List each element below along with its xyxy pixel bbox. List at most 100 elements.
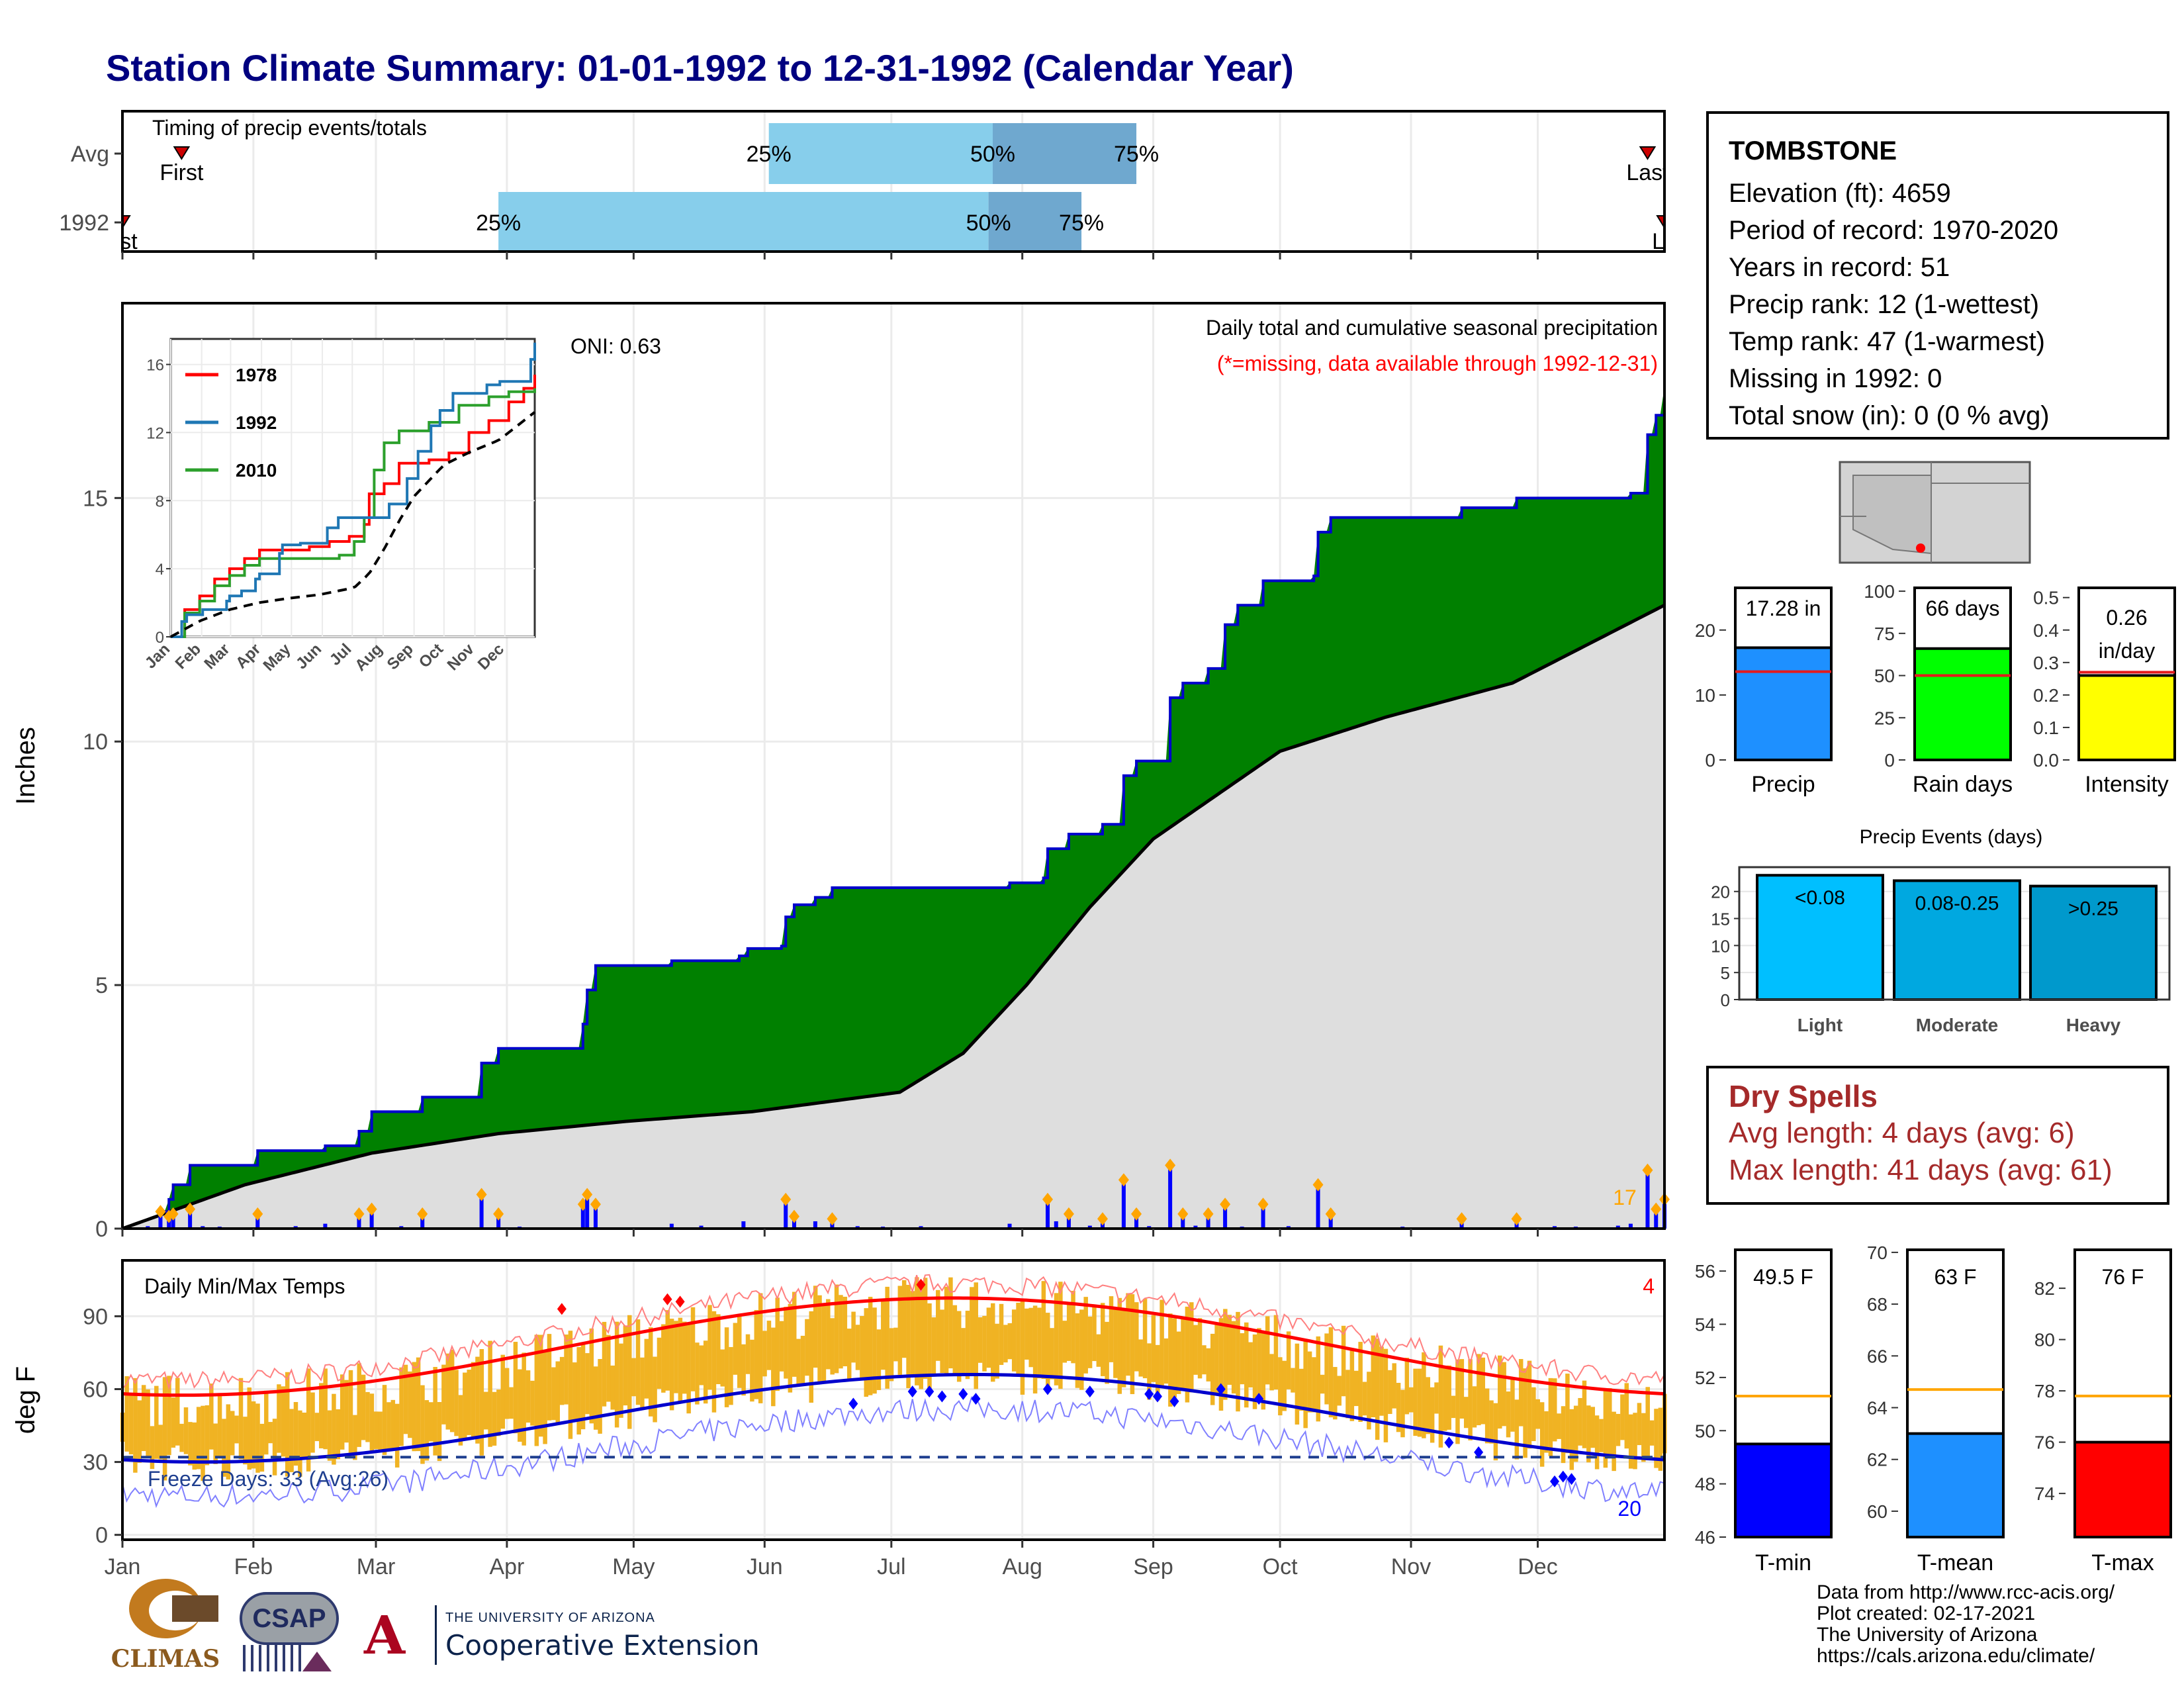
daily-temp-bar xyxy=(919,1284,923,1389)
daily-temp-bar xyxy=(1142,1299,1148,1379)
daily-temp-bar xyxy=(1032,1305,1038,1394)
event-bar-label: Moderate xyxy=(1916,1015,1998,1035)
events-ytick-label: 15 xyxy=(1711,910,1730,929)
record-low-marker xyxy=(1216,1383,1226,1395)
daily-temp-bar xyxy=(188,1422,193,1466)
daily-temp-bar xyxy=(1269,1354,1274,1391)
daily-precip-bar xyxy=(1615,1225,1620,1229)
inset-ytick-label: 0 xyxy=(156,629,164,647)
daily-temp-bar xyxy=(1075,1313,1080,1388)
panel-mask xyxy=(1666,108,1706,255)
temp-bar-t-min xyxy=(1734,1442,1833,1538)
daily-temp-bar xyxy=(1451,1395,1456,1419)
daily-precip-bar xyxy=(369,1209,374,1229)
record-low-marker xyxy=(937,1390,947,1403)
daily-temp-bar xyxy=(931,1317,936,1376)
daily-temp-bar xyxy=(1261,1331,1266,1410)
temp-ytick-label: 0 xyxy=(95,1523,108,1548)
daily-temp-bar xyxy=(1413,1368,1418,1436)
daily-temp-bar xyxy=(771,1327,776,1407)
daily-precip-bar xyxy=(1121,1180,1126,1229)
daily-temp-bar xyxy=(1299,1368,1304,1411)
daily-temp-bar xyxy=(784,1307,788,1379)
daily-temp-bar xyxy=(1628,1414,1633,1469)
record-low-count: 20 xyxy=(1617,1497,1641,1521)
record-low-marker xyxy=(1474,1446,1484,1458)
daily-temp-bar xyxy=(128,1395,134,1455)
event-bar-label: Light xyxy=(1797,1015,1843,1035)
daily-precip-marker xyxy=(1097,1212,1108,1226)
daily-temp-bar xyxy=(775,1297,780,1391)
record-low-marker xyxy=(907,1385,917,1398)
inset-legend-label: 1978 xyxy=(236,365,277,385)
station-info-box: TOMBSTONE Elevation (ft): 4659 Period of… xyxy=(1706,111,2169,440)
daily-temp-bar xyxy=(492,1391,497,1446)
events-title: Precip Events (days) xyxy=(1860,826,2043,848)
daily-temp-bar xyxy=(154,1385,159,1459)
daily-temp-bar xyxy=(247,1387,252,1470)
daily-temp-bar xyxy=(1573,1405,1578,1462)
summary-bar-value: 0.26 xyxy=(2106,606,2147,630)
station-missing: Missing in 1992: 0 xyxy=(1729,364,1942,393)
temp-bar-ytick-label: 66 xyxy=(1867,1346,1888,1366)
events-ytick-label: 10 xyxy=(1711,936,1730,956)
daily-temp-bar xyxy=(1126,1293,1130,1376)
daily-temp-bar xyxy=(788,1303,793,1393)
summary-bar-label: Intensity xyxy=(2085,772,2169,797)
timing-panel-border xyxy=(121,110,1666,253)
daily-temp-bar xyxy=(1557,1413,1561,1439)
record-low-marker xyxy=(1144,1387,1154,1400)
daily-temp-bar xyxy=(551,1367,556,1421)
daily-temp-bar xyxy=(927,1303,932,1393)
daily-temp-bar xyxy=(1362,1382,1367,1416)
summary-bar-value: 17.28 in xyxy=(1746,596,1821,620)
daily-precip-bar xyxy=(1316,1184,1320,1229)
daily-temp-bar xyxy=(238,1378,244,1460)
inset-avg-line xyxy=(170,410,536,638)
daily-temp-bar xyxy=(690,1307,696,1391)
daily-temp-bar xyxy=(1498,1355,1502,1429)
dry-spells-title: Dry Spells xyxy=(1729,1079,1878,1113)
daily-precip-bar xyxy=(1168,1165,1173,1229)
daily-temp-bar xyxy=(1523,1368,1527,1458)
daily-temp-bar xyxy=(986,1307,991,1368)
daily-temp-bar xyxy=(948,1277,953,1369)
daily-temp-bar xyxy=(1227,1315,1232,1385)
daily-temp-bar xyxy=(302,1412,306,1458)
daily-temp-bar xyxy=(281,1386,286,1457)
daily-temp-bar xyxy=(133,1378,138,1473)
summary-bar-label: Rain days xyxy=(1913,772,2013,797)
precip-ytick-label: 0 xyxy=(95,1217,108,1242)
dry-spells-max: Max length: 41 days (avg: 61) xyxy=(1729,1154,2113,1186)
daily-temp-bar xyxy=(974,1282,978,1389)
daily-temp-bar xyxy=(623,1325,628,1406)
daily-temp-bar xyxy=(483,1391,488,1430)
daily-temp-bar xyxy=(1468,1359,1473,1440)
daily-temp-bar xyxy=(1160,1299,1164,1386)
inset-legend-label: 1992 xyxy=(236,412,277,433)
daily-temp-bar xyxy=(1113,1307,1118,1378)
summary-bar-label: Precip xyxy=(1751,772,1815,797)
daily-temp-bar xyxy=(1206,1348,1211,1382)
daily-temp-bar xyxy=(864,1308,869,1397)
daily-temp-bar xyxy=(1273,1315,1279,1390)
temp-bar-ytick-label: 76 xyxy=(2034,1432,2055,1453)
daily-temp-bar xyxy=(809,1311,814,1403)
daily-temp-bar xyxy=(1594,1415,1600,1470)
daily-temp-bar xyxy=(1071,1290,1075,1364)
daily-temp-bar xyxy=(1041,1281,1046,1380)
daily-temp-bar xyxy=(1371,1335,1376,1417)
daily-temp-bar xyxy=(1599,1419,1604,1452)
timing-bar-early xyxy=(768,123,993,184)
daily-temp-bar xyxy=(1223,1309,1228,1400)
station-period: Period of record: 1970-2020 xyxy=(1729,216,2059,245)
daily-temp-bar xyxy=(598,1358,602,1434)
summary-ytick-label: 0.4 xyxy=(2033,620,2059,641)
temp-bar-ytick-label: 48 xyxy=(1695,1474,1715,1495)
daily-temp-bar xyxy=(940,1309,944,1374)
inset-line-1992 xyxy=(171,342,536,638)
temp-bar-ytick-label: 46 xyxy=(1695,1527,1715,1548)
daily-temp-bar xyxy=(851,1311,856,1363)
ua-small-text: THE UNIVERSITY OF ARIZONA xyxy=(445,1611,655,1625)
daily-temp-bar xyxy=(568,1331,573,1439)
